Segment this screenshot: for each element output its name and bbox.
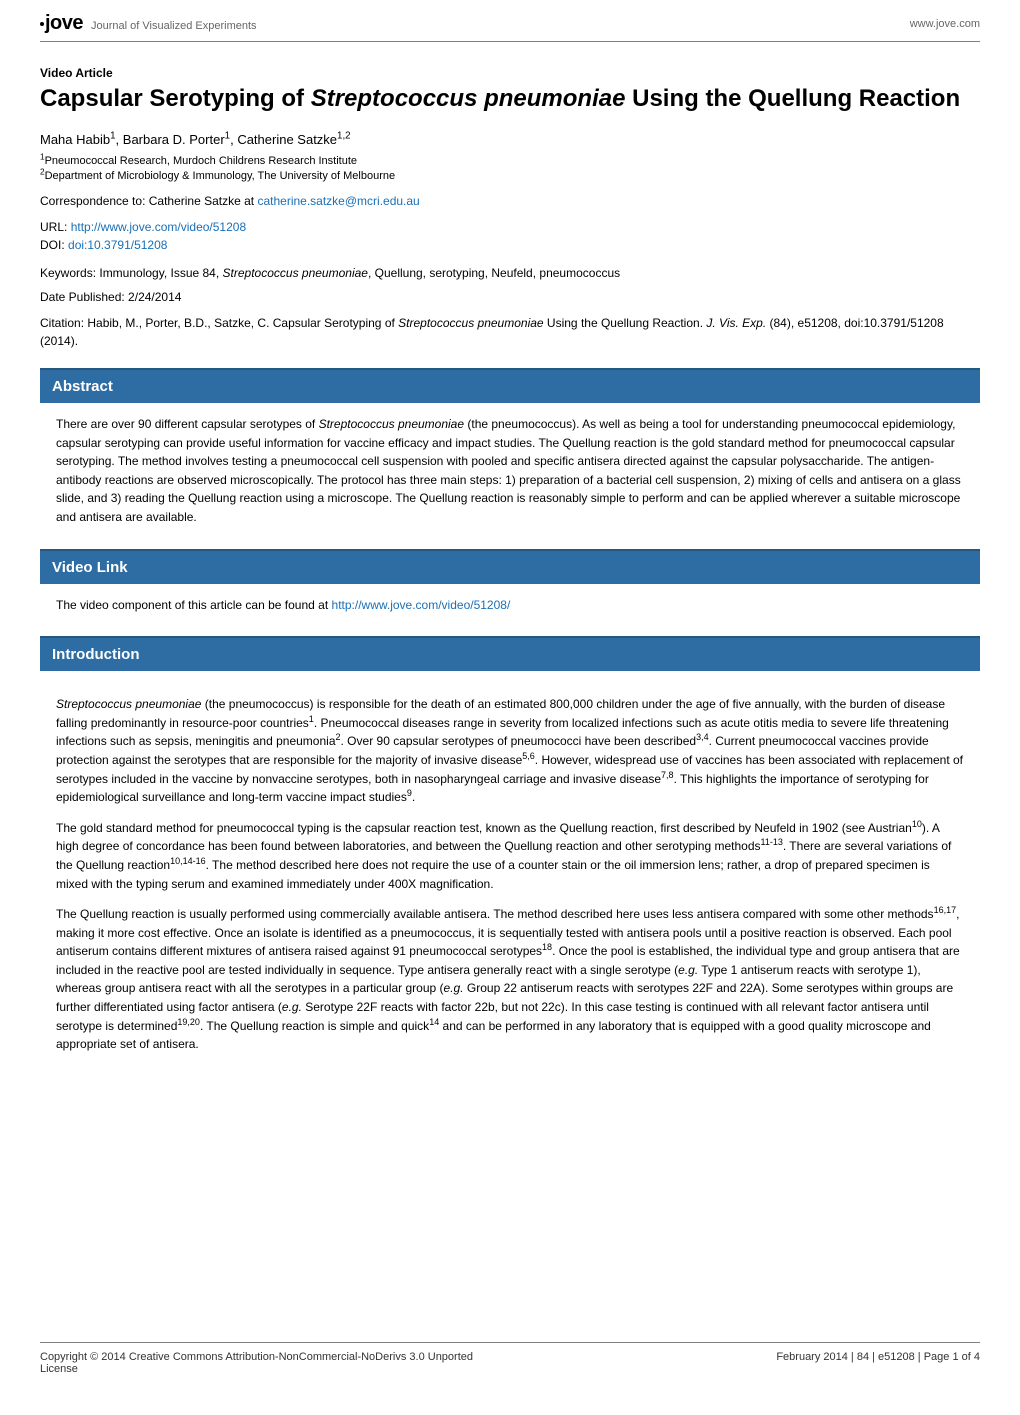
title-species: Streptococcus pneumoniae <box>311 85 626 112</box>
introduction-header: Introduction <box>40 636 980 671</box>
intro-p2s1: 10 <box>912 819 922 829</box>
url-line: URL: http://www.jove.com/video/51208 <box>40 220 980 234</box>
intro-p3-eg2: e.g. <box>444 981 464 995</box>
journal-subtitle: Journal of Visualized Experiments <box>91 20 257 32</box>
intro-p1-species: Streptococcus pneumoniae <box>56 697 201 711</box>
corr-email-link[interactable]: catherine.satzke@mcri.edu.au <box>257 194 419 208</box>
intro-p2a: The gold standard method for pneumococca… <box>56 821 912 835</box>
intro-para-1: Streptococcus pneumoniae (the pneumococc… <box>56 695 964 807</box>
affiliation-1: 1Pneumococcal Research, Murdoch Children… <box>40 155 980 167</box>
intro-p3a: The Quellung reaction is usually perform… <box>56 907 934 921</box>
intro-p1s4: 5,6 <box>522 751 535 761</box>
intro-p1s3: 3,4 <box>696 732 709 742</box>
keywords: Keywords: Immunology, Issue 84, Streptoc… <box>40 266 980 280</box>
video-link-header: Video Link <box>40 549 980 584</box>
intro-p1s5: 7,8 <box>661 770 674 780</box>
citation: Citation: Habib, M., Porter, B.D., Satzk… <box>40 314 980 350</box>
footer-left-2: License <box>40 1363 473 1375</box>
affil-1-text: Pneumococcal Research, Murdoch Childrens… <box>45 155 357 167</box>
intro-p3-eg1: e.g. <box>678 963 698 977</box>
citation-mid: Using the Quellung Reaction. <box>544 316 707 330</box>
intro-p1c: . Over 90 capsular serotypes of pneumoco… <box>341 734 697 748</box>
author-3: , Catherine Satzke <box>230 132 337 147</box>
affiliation-2: 2Department of Microbiology & Immunology… <box>40 170 980 182</box>
abstract-body: There are over 90 different capsular ser… <box>40 403 980 543</box>
intro-para-2: The gold standard method for pneumococca… <box>56 819 964 893</box>
keywords-rest: , Quellung, serotyping, Neufeld, pneumoc… <box>368 266 620 280</box>
intro-p3s2: 18 <box>542 942 552 952</box>
abstract-p1b: (the pneumococcus). As well as being a t… <box>56 417 961 524</box>
site-url: www.jove.com <box>910 18 980 30</box>
abstract-header: Abstract <box>40 368 980 403</box>
article-type: Video Article <box>40 66 980 80</box>
article-title: Capsular Serotyping of Streptococcus pne… <box>40 84 980 114</box>
abstract-species: Streptococcus pneumoniae <box>319 417 464 431</box>
footer-right: February 2014 | 84 | e51208 | Page 1 of … <box>776 1351 980 1375</box>
article-url-link[interactable]: http://www.jove.com/video/51208 <box>71 220 246 234</box>
title-post: Using the Quellung Reaction <box>625 85 960 112</box>
corr-label: Correspondence to: Catherine Satzke at <box>40 194 257 208</box>
url-label: URL: <box>40 220 71 234</box>
citation-pre: Citation: Habib, M., Porter, B.D., Satzk… <box>40 316 398 330</box>
keywords-species: Streptococcus pneumoniae <box>223 266 368 280</box>
doi-line: DOI: doi:10.3791/51208 <box>40 238 980 252</box>
doi-link[interactable]: doi:10.3791/51208 <box>68 238 167 252</box>
correspondence: Correspondence to: Catherine Satzke at c… <box>40 194 980 208</box>
intro-p2s2: 11-13 <box>761 837 783 847</box>
intro-p3-eg3: e.g. <box>282 1000 302 1014</box>
intro-p3s3: 19,20 <box>177 1017 200 1027</box>
abstract-p1a: There are over 90 different capsular ser… <box>56 417 319 431</box>
author-3-sup: 1,2 <box>337 131 351 142</box>
page-header: jove Journal of Visualized Experiments w… <box>40 0 980 42</box>
intro-p3g: . The Quellung reaction is simple and qu… <box>200 1019 429 1033</box>
video-text: The video component of this article can … <box>56 598 332 612</box>
author-1: Maha Habib <box>40 132 110 147</box>
page-footer: Copyright © 2014 Creative Commons Attrib… <box>40 1342 980 1375</box>
affil-2-text: Department of Microbiology & Immunology,… <box>45 170 396 182</box>
authors: Maha Habib1, Barbara D. Porter1, Catheri… <box>40 132 980 147</box>
footer-left: Copyright © 2014 Creative Commons Attrib… <box>40 1351 473 1375</box>
video-link-body: The video component of this article can … <box>40 584 980 631</box>
doi-label: DOI: <box>40 238 68 252</box>
video-url-link[interactable]: http://www.jove.com/video/51208/ <box>332 598 511 612</box>
intro-p1g: . <box>412 790 415 804</box>
citation-journal: J. Vis. Exp. <box>706 316 766 330</box>
keywords-label: Keywords: Immunology, Issue 84, <box>40 266 223 280</box>
introduction-body: Streptococcus pneumoniae (the pneumococc… <box>40 671 980 1082</box>
citation-species: Streptococcus pneumoniae <box>398 316 543 330</box>
intro-p3s1: 16,17 <box>934 905 957 915</box>
title-pre: Capsular Serotyping of <box>40 85 311 112</box>
intro-para-3: The Quellung reaction is usually perform… <box>56 905 964 1054</box>
jove-logo: jove <box>40 12 83 35</box>
author-2: , Barbara D. Porter <box>116 132 225 147</box>
logo-area: jove Journal of Visualized Experiments <box>40 12 257 35</box>
footer-left-1: Copyright © 2014 Creative Commons Attrib… <box>40 1351 473 1363</box>
intro-p3s4: 14 <box>429 1017 439 1027</box>
date-published: Date Published: 2/24/2014 <box>40 290 980 304</box>
intro-p2s3: 10,14-16 <box>170 856 206 866</box>
